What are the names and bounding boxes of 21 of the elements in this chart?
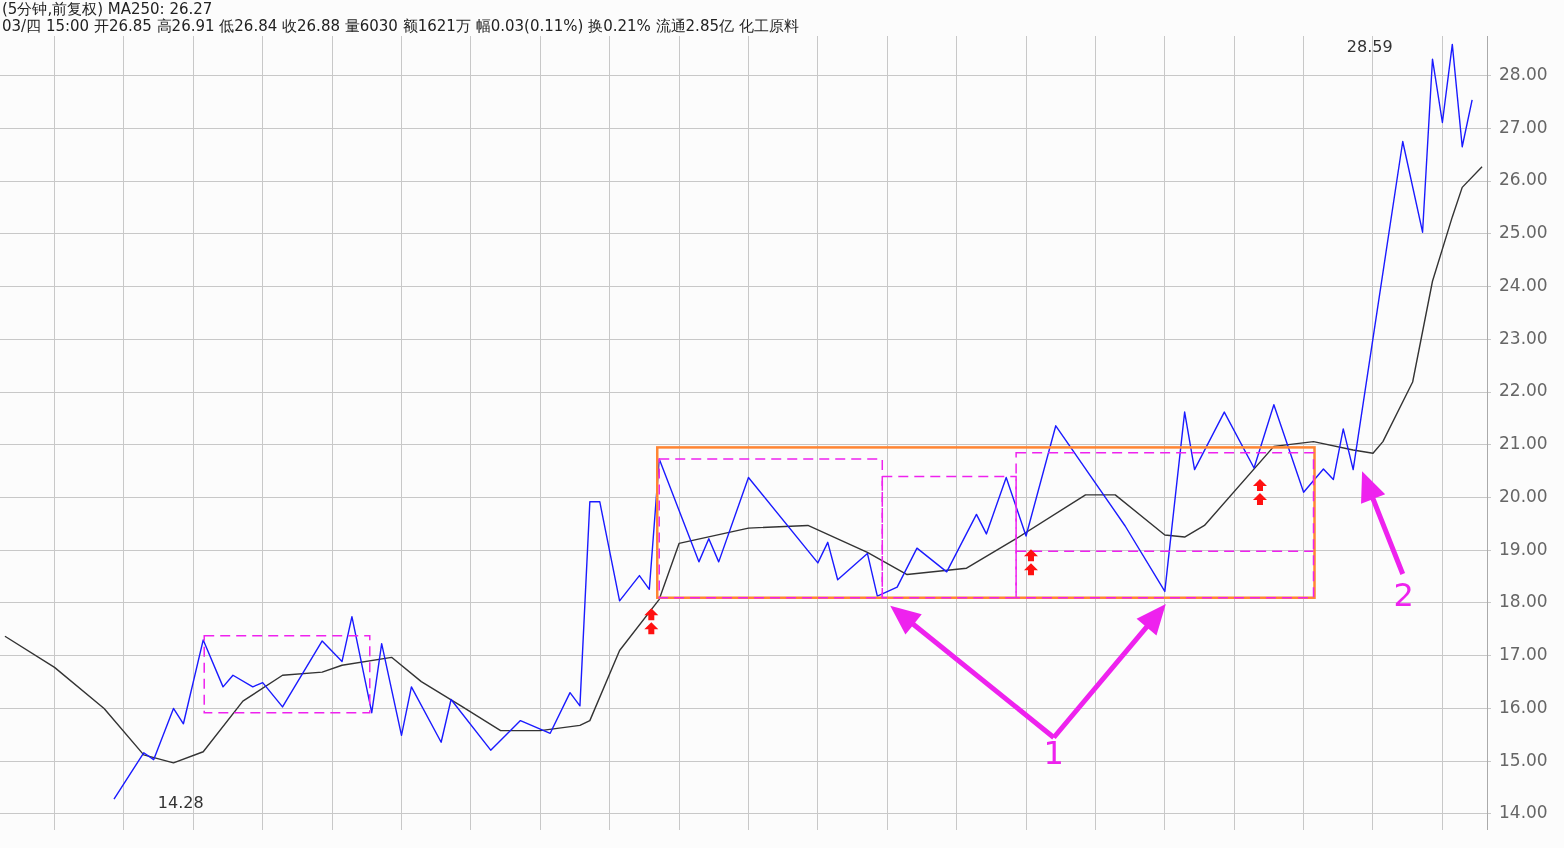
y-tick-label: 17.00 bbox=[1499, 644, 1548, 665]
y-tick-label: 23.00 bbox=[1499, 327, 1548, 348]
y-tick-label: 19.00 bbox=[1499, 538, 1548, 559]
y-tick-label: 22.00 bbox=[1499, 380, 1548, 401]
y-tick-label: 24.00 bbox=[1499, 274, 1548, 295]
chart-title: (5分钟,前复权) MA250: 26.27 bbox=[2, 0, 214, 18]
y-tick-label: 28.00 bbox=[1499, 63, 1548, 84]
y-tick-label: 15.00 bbox=[1499, 749, 1548, 770]
y-tick-label: 27.00 bbox=[1499, 116, 1548, 137]
y-tick-label: 18.00 bbox=[1499, 591, 1548, 612]
y-tick-label: 26.00 bbox=[1499, 169, 1548, 190]
y-tick-label: 25.00 bbox=[1499, 222, 1548, 243]
y-tick-label: 16.00 bbox=[1499, 696, 1548, 717]
annotation: 2 bbox=[1393, 576, 1414, 615]
y-tick-label: 14.00 bbox=[1499, 802, 1548, 823]
chart-subtitle: 03/四 15:00 开26.85 高26.91 低26.84 收26.88 量6030 额1621万 幅0.03(0.11%) 换0.21% 流通2.85亿 化工原料 bbox=[2, 17, 799, 35]
y-tick-label: 21.00 bbox=[1499, 433, 1548, 454]
y-tick-label: 20.00 bbox=[1499, 485, 1548, 506]
annotation: 14.28 bbox=[156, 793, 204, 813]
annotation: 28.59 bbox=[1346, 36, 1394, 56]
annotation: 1 bbox=[1043, 734, 1064, 773]
